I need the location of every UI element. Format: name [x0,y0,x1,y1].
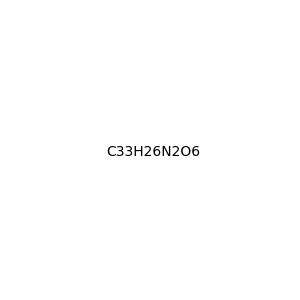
Text: C33H26N2O6: C33H26N2O6 [107,145,201,158]
